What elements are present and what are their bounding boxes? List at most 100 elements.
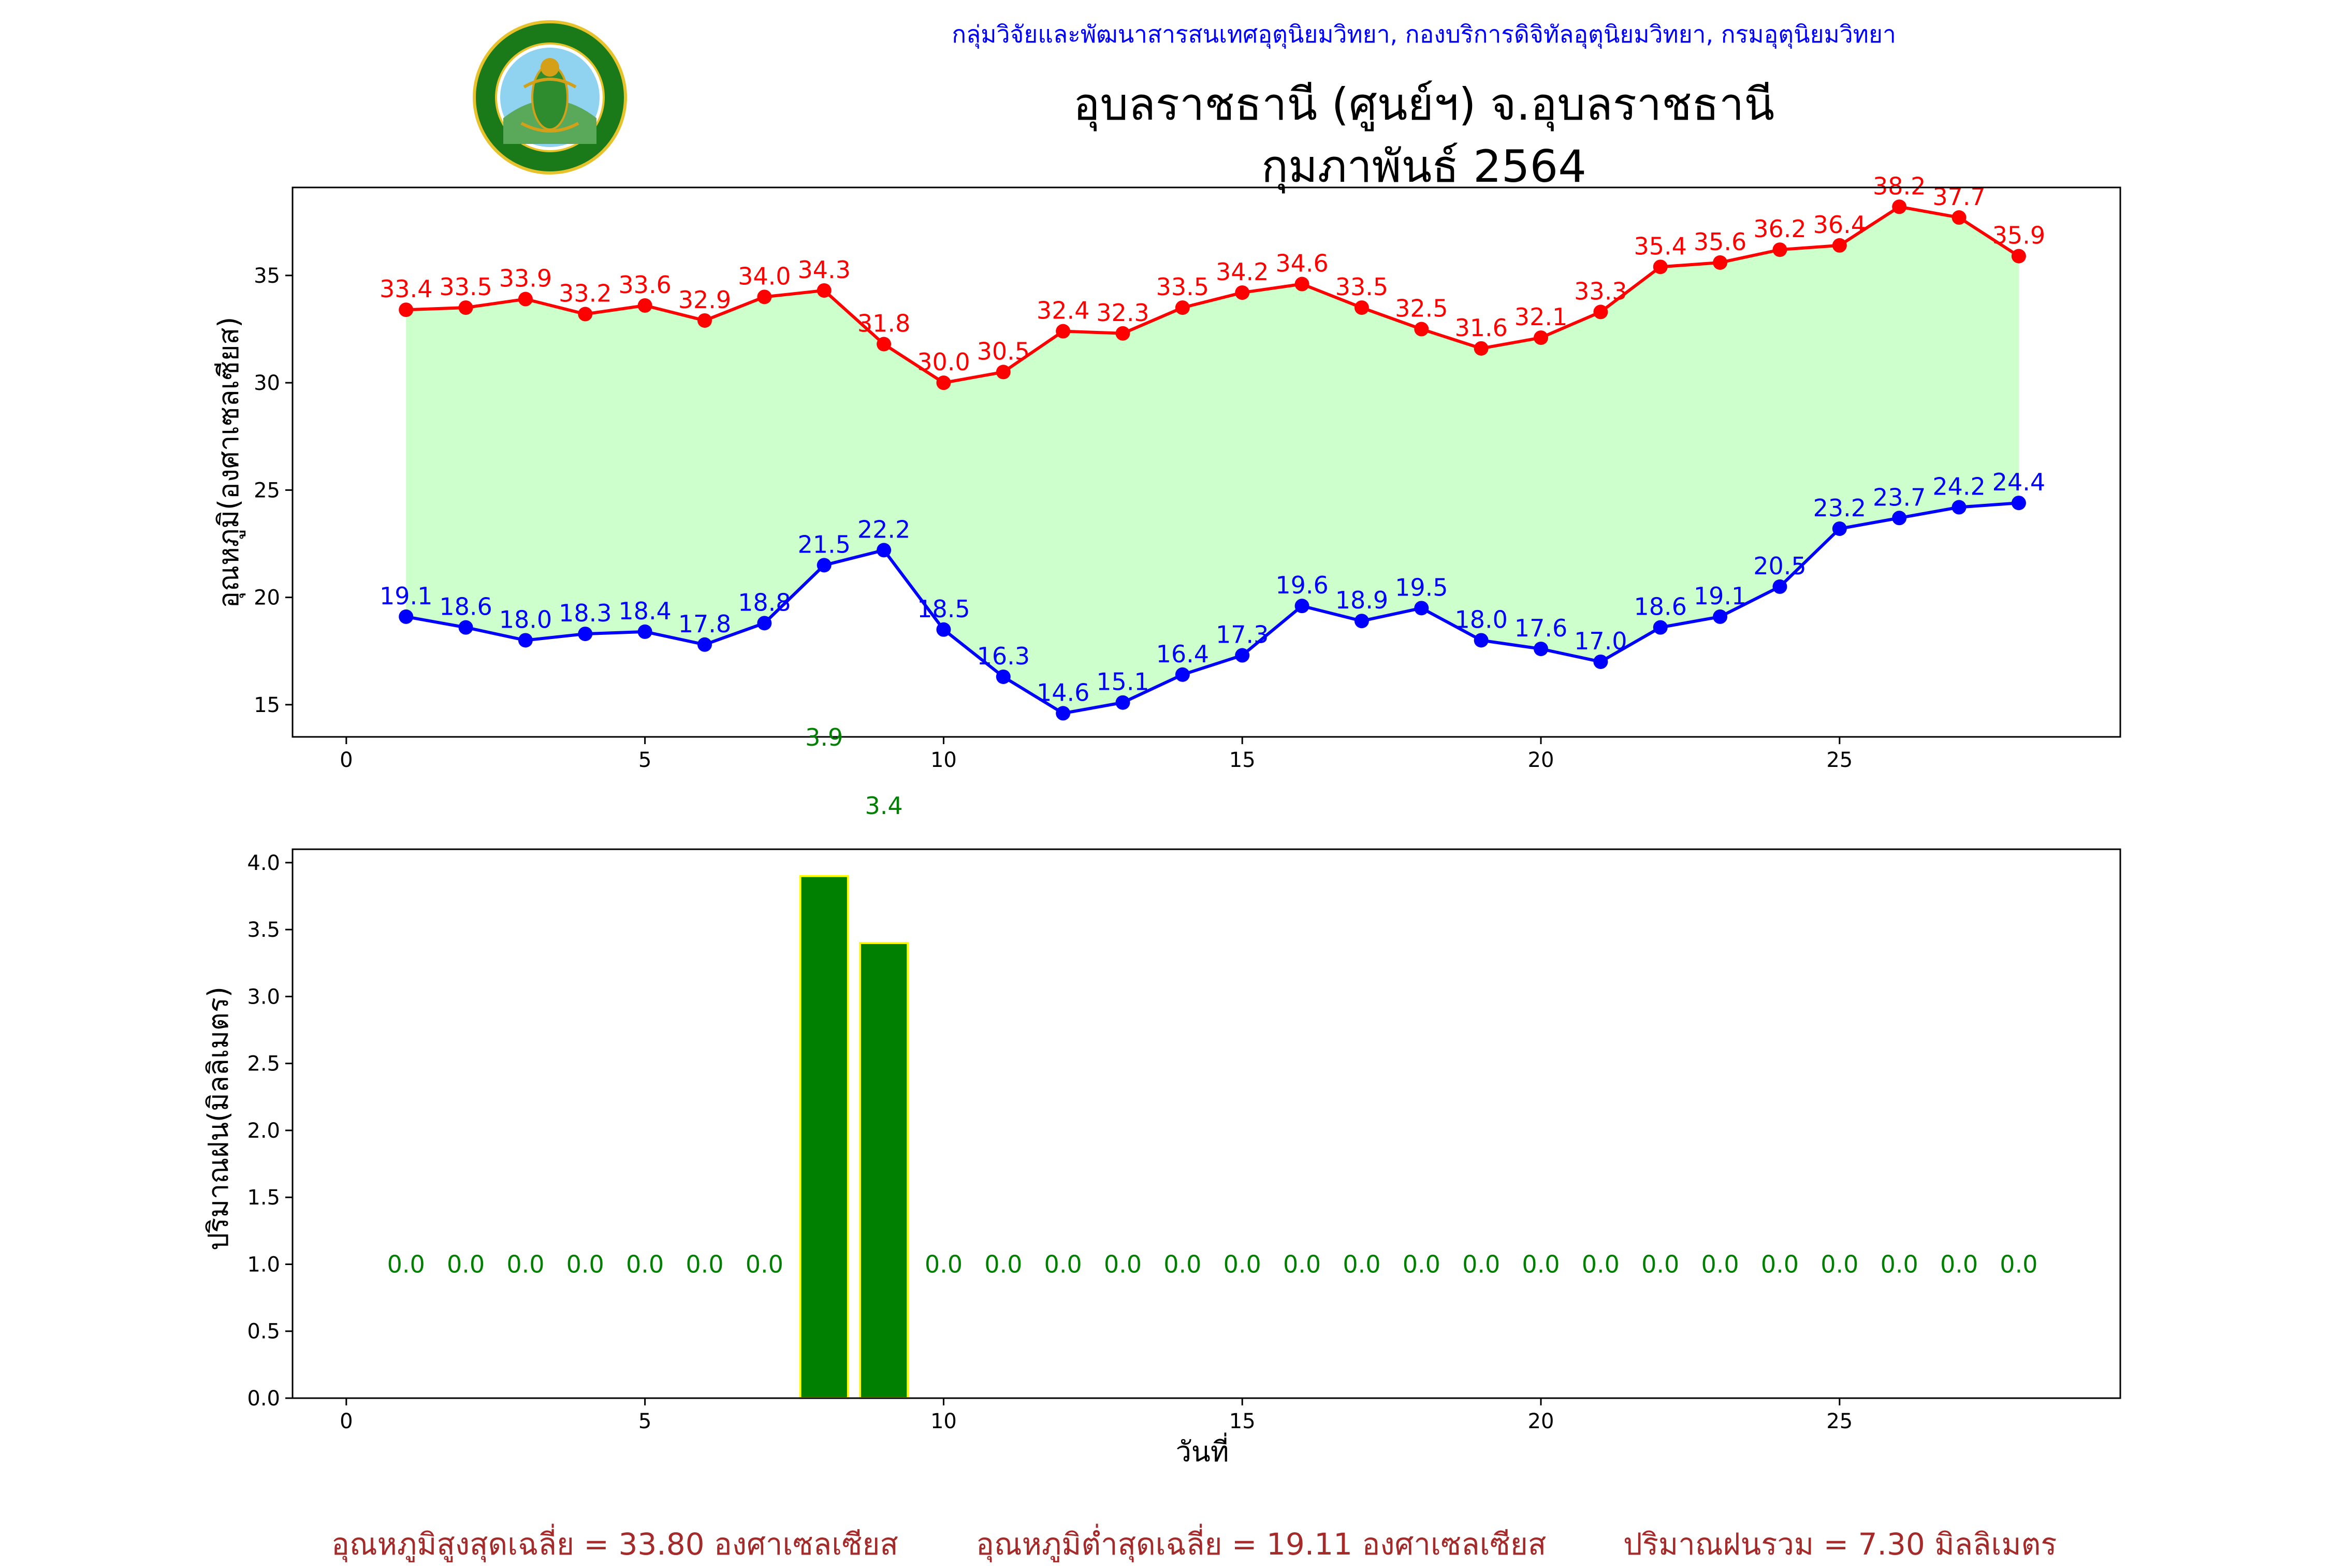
x-tick-label: 20: [1528, 748, 1554, 772]
rain-value-label: 0.0: [1104, 1250, 1142, 1278]
max-temp-point: [1235, 285, 1250, 300]
rain-value-label: 0.0: [566, 1250, 604, 1278]
max-temp-point: [697, 313, 712, 328]
min-temp-point: [1474, 633, 1489, 648]
max-temp-label: 36.2: [1753, 215, 1806, 243]
max-temp-point: [518, 292, 533, 307]
min-temp-label: 16.4: [1156, 640, 1209, 668]
avg-min-summary: อุณหภูมิต่ำสุดเฉลี่ย = 19.11 องศาเซลเซีย…: [976, 1527, 1547, 1562]
min-temp-label: 17.3: [1216, 621, 1269, 649]
min-temp-point: [1354, 614, 1369, 629]
max-temp-label: 34.6: [1275, 250, 1328, 278]
max-temp-point: [1115, 326, 1130, 341]
max-temp-point: [1593, 304, 1608, 320]
min-temp-point: [877, 543, 892, 558]
min-temp-label: 18.5: [917, 595, 970, 623]
rain-bar: [799, 875, 849, 1399]
max-temp-label: 30.0: [917, 348, 970, 376]
min-temp-label: 19.6: [1275, 571, 1328, 599]
rain-total-summary: ปริมาณฝนรวม = 7.30 มิลลิเมตร: [1623, 1527, 2057, 1562]
x-tick-label: 0: [340, 1410, 353, 1433]
rain-value-label: 0.0: [2000, 1250, 2037, 1278]
x-tick-label: 10: [930, 748, 957, 772]
max-temp-point: [1892, 199, 1907, 214]
min-temp-point: [1294, 599, 1309, 614]
rain-value-label: 0.0: [1343, 1250, 1380, 1278]
month-title: กุมภาพันธ์ 2564: [1261, 141, 1586, 193]
min-temp-label: 14.6: [1037, 678, 1089, 706]
max-temp-point: [1354, 300, 1369, 315]
y-tick-label: 3.0: [247, 985, 280, 1009]
min-temp-point: [697, 637, 712, 652]
temperature-axes-frame: [292, 186, 2121, 738]
max-temp-label: 31.6: [1454, 314, 1507, 342]
rain-value-label: 0.0: [506, 1250, 544, 1278]
rain-value-label: 3.9: [805, 723, 843, 751]
x-tick-label: 20: [1528, 1410, 1554, 1433]
rain-value-label: 0.0: [1582, 1250, 1620, 1278]
rain-value-label: 0.0: [1641, 1250, 1679, 1278]
min-temp-point: [399, 609, 414, 624]
min-temp-label: 24.2: [1932, 473, 1985, 501]
min-temp-label: 18.4: [618, 597, 671, 625]
min-temp-label: 18.0: [499, 605, 552, 633]
max-temp-label: 32.9: [678, 286, 731, 314]
max-temp-label: 33.6: [618, 271, 671, 299]
min-temp-label: 18.3: [559, 599, 611, 627]
x-tick-label: 5: [638, 748, 651, 772]
max-temp-point: [1653, 259, 1668, 274]
max-temp-label: 30.5: [977, 337, 1030, 365]
rain-value-label: 0.0: [387, 1250, 425, 1278]
y-tick-label: 15: [254, 693, 280, 717]
max-temp-label: 35.4: [1634, 232, 1687, 260]
min-temp-point: [757, 616, 772, 631]
rain-value-label: 0.0: [1462, 1250, 1500, 1278]
rain-value-label: 0.0: [746, 1250, 783, 1278]
max-temp-label: 36.4: [1813, 211, 1866, 239]
min-temp-label: 19.5: [1395, 573, 1448, 601]
min-temp-label: 17.8: [678, 610, 731, 638]
min-temp-point: [1115, 695, 1130, 710]
max-temp-point: [757, 289, 772, 304]
rainfall-panel: 0.0 0.0 0.0 0.0 0.0 0.0 0.0 3.9 3.4 0.0 0.0 0.0 0.0 0…: [247, 723, 2121, 1433]
min-temp-label: 18.6: [1634, 593, 1687, 621]
min-temp-point: [578, 627, 593, 642]
min-temp-label: 24.4: [1992, 468, 2045, 496]
rain-ylabel: ปริมาณฝน(มิลลิเมตร): [202, 986, 235, 1251]
rain-value-label: 0.0: [686, 1250, 723, 1278]
max-temp-label: 33.5: [1156, 273, 1209, 301]
min-temp-label: 18.8: [738, 588, 791, 616]
rain-value-label: 0.0: [1821, 1250, 1858, 1278]
max-temp-point: [996, 365, 1011, 380]
rain-value-label: 0.0: [1940, 1250, 1978, 1278]
y-tick-label: 20: [254, 586, 280, 610]
min-temp-label: 17.0: [1574, 627, 1627, 655]
y-tick-label: 3.5: [247, 918, 280, 942]
rain-value-label: 0.0: [1283, 1250, 1321, 1278]
max-temp-label: 32.3: [1096, 299, 1149, 327]
max-temp-point: [1713, 255, 1728, 270]
rain-value-label: 0.0: [1224, 1250, 1261, 1278]
max-temp-label: 32.1: [1514, 303, 1567, 331]
rain-value-label: 0.0: [925, 1250, 963, 1278]
y-tick-label: 0.0: [247, 1387, 280, 1411]
min-temp-point: [518, 633, 533, 648]
min-temp-point: [996, 669, 1011, 684]
min-temp-point: [817, 558, 832, 573]
min-temp-point: [1534, 642, 1549, 657]
max-temp-point: [578, 307, 593, 322]
rain-value-label: 0.0: [1701, 1250, 1739, 1278]
rain-value-label: 0.0: [1761, 1250, 1799, 1278]
max-temp-label: 33.4: [380, 275, 432, 303]
x-tick-label: 25: [1826, 1410, 1853, 1433]
x-tick-label: 0: [340, 748, 353, 772]
x-tick-label: 25: [1826, 748, 1853, 772]
y-tick-label: 1.5: [247, 1186, 280, 1210]
min-temp-point: [1235, 648, 1250, 663]
max-temp-label: 33.5: [439, 273, 492, 301]
min-temp-point: [1952, 500, 1967, 515]
min-temp-line: [405, 501, 2019, 715]
max-temp-label: 33.5: [1335, 273, 1388, 301]
max-temp-label: 31.8: [857, 310, 910, 338]
